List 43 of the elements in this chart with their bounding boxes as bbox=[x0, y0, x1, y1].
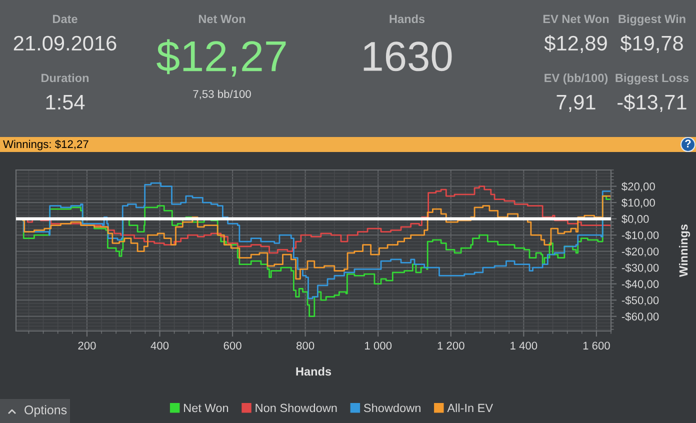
x-axis-title: Hands bbox=[296, 367, 332, 376]
y-tick-label: -$40,00 bbox=[622, 280, 659, 290]
y-tick-label: -$20,00 bbox=[622, 247, 659, 257]
text: EV (bb/100) bbox=[544, 74, 608, 85]
text: Net Won bbox=[198, 14, 246, 24]
text: EV Net Won bbox=[543, 14, 609, 24]
text: Duration bbox=[42, 74, 89, 82]
text: -$13,71 bbox=[618, 94, 686, 112]
legend-label: All-In EV bbox=[447, 403, 494, 412]
text: Biggest Loss bbox=[616, 73, 689, 85]
text: Biggest Win bbox=[618, 14, 686, 26]
x-tick-label: 1 200 bbox=[438, 342, 464, 350]
x-tick-label: 1 400 bbox=[510, 342, 538, 350]
chart-title: Winnings: $12,27 bbox=[3, 140, 88, 150]
x-tick-label: 1 000 bbox=[365, 342, 392, 350]
text: Hands bbox=[390, 14, 425, 24]
text: ? bbox=[685, 140, 691, 148]
y-axis-title: Winnings bbox=[679, 224, 690, 277]
text: 21.09.2016 bbox=[14, 36, 116, 51]
y-tick-label: -$60,00 bbox=[622, 312, 659, 322]
x-tick-label: 800 bbox=[296, 342, 314, 350]
text: $12,89 bbox=[544, 34, 607, 54]
text: $19,78 bbox=[620, 34, 683, 54]
y-tick-label: $10,00 bbox=[622, 198, 655, 208]
x-tick-label: 400 bbox=[150, 342, 169, 350]
y-tick-label: $0,00 bbox=[622, 214, 649, 224]
y-tick-label: -$30,00 bbox=[622, 263, 659, 274]
legend-label: Non Showdown bbox=[256, 403, 337, 412]
x-tick-label: 600 bbox=[224, 342, 242, 350]
text: 7,91 bbox=[556, 94, 596, 112]
legend-label: Net Won bbox=[184, 404, 228, 412]
x-tick-label: 200 bbox=[78, 342, 96, 350]
text: Date bbox=[52, 14, 78, 24]
legend-label: Showdown bbox=[364, 403, 420, 412]
y-tick-label: $20,00 bbox=[622, 182, 655, 192]
text: $12,27 bbox=[156, 39, 286, 77]
text: 1630 bbox=[364, 42, 452, 72]
text: 1:54 bbox=[46, 95, 85, 110]
text: 7,53 bb/100 bbox=[193, 90, 251, 100]
text: Options bbox=[24, 405, 67, 417]
y-tick-label: -$50,00 bbox=[622, 296, 659, 306]
y-tick-label: -$10,00 bbox=[622, 230, 659, 240]
x-tick-label: 1 600 bbox=[583, 342, 610, 350]
